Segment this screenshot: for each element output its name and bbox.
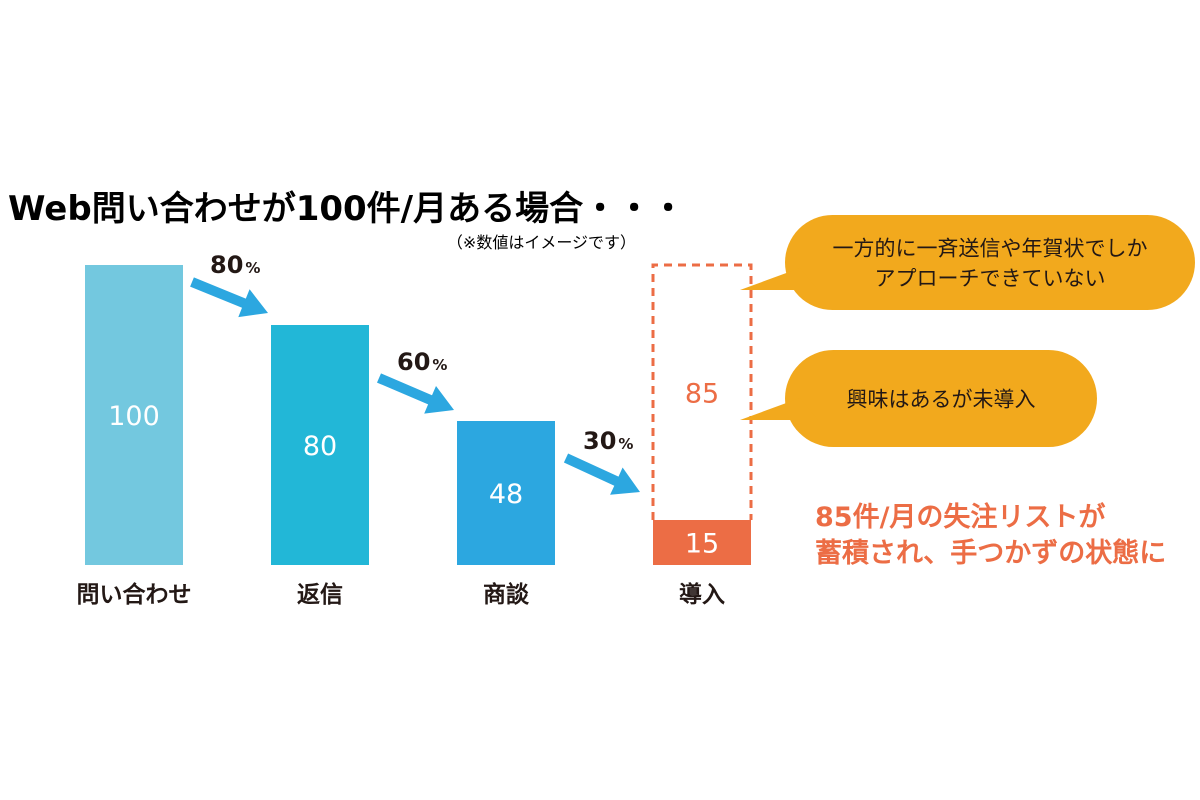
conversion-rate-label: 80% [210,251,260,279]
bar-value-label: 15 [685,529,719,560]
callout-text-line: 興味はあるが未導入 [847,388,1036,412]
conclusion-line-2: 蓄積され、手つかずの状態に [815,537,1166,569]
callout-pointer [740,398,818,420]
bar-value-label: 80 [303,431,337,462]
bar-negotiation [457,421,555,565]
bars: 100 問い合わせ 80 返信 48 商談 15 導入 85 [77,263,753,608]
chart-title: Web問い合わせが100件/月ある場合・・・ [8,189,685,229]
bar-value-label: 48 [489,479,523,510]
lost-value-label: 85 [685,379,719,410]
conclusion-line-1: 85件/月の失注リストが [815,501,1105,533]
conversion-rate-label: 60% [397,348,447,376]
callout-pointer [740,268,818,290]
callout-interested-not-adopted: 興味はあるが未導入 [740,350,1097,447]
category-label-negotiation: 商談 [483,581,530,608]
bar-value-label: 100 [108,401,160,432]
callout-text-line: アプローチできていない [875,267,1106,291]
callout-text-line: 一方的に一斉送信や年賀状でしか [833,237,1148,261]
lost-outline-box [651,263,753,520]
callout-bubble [785,350,1097,447]
chart-subtitle: （※数値はイメージです） [447,233,636,252]
conversion-rate-label: 30% [583,427,633,455]
category-label-adoption: 導入 [679,581,725,608]
conversion-arrows: 80 % 60 % 30% [190,251,640,495]
callout-bubble [785,215,1195,310]
bar-adoption [653,520,751,565]
arrow-reply-rate [190,277,268,318]
arrow-negotiation-rate [377,373,454,414]
arrow-adoption-rate [563,453,640,495]
bar-inquiry [85,265,183,565]
category-label-reply: 返信 [297,581,343,608]
bar-reply [271,325,369,565]
category-label-inquiry: 問い合わせ [77,581,192,608]
